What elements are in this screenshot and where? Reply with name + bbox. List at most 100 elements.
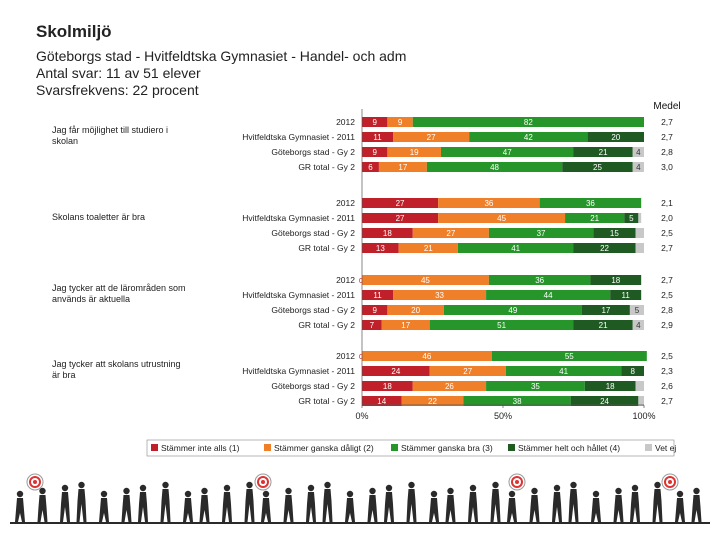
bar-segment-st-mmer-inte-alls- — [362, 117, 388, 127]
bar-value-label: 21 — [424, 244, 433, 253]
silhouette-head — [469, 484, 477, 492]
silhouette-body — [490, 489, 501, 522]
target-icon — [254, 473, 272, 491]
bar-value-label: 27 — [396, 199, 405, 208]
row-label: Göteborgs stad - Gy 2 — [271, 381, 355, 391]
bar-segment-st-mmer-ganska-bra- — [505, 366, 622, 376]
bar-value-label: 17 — [601, 306, 610, 315]
bar-value-label: 51 — [497, 321, 506, 330]
bar-segment-st-mmer-ganska-d-ligt- — [362, 351, 492, 361]
person-silhouette-icon — [322, 481, 333, 522]
silhouette-head — [162, 481, 169, 489]
x-tick-label: 0% — [355, 411, 368, 421]
silhouette-body — [15, 498, 25, 522]
legend-swatch — [151, 444, 158, 451]
bar-value-label: 46 — [422, 352, 431, 361]
legend-label: Stämmer inte alls (1) — [161, 443, 240, 453]
bar-segment-st-mmer-ganska-d-ligt- — [438, 198, 540, 208]
bar-segment-st-mmer-ganska-d-ligt- — [438, 213, 566, 223]
bar-segment-st-mmer-ganska-bra- — [486, 290, 611, 300]
silhouette-body — [322, 489, 333, 522]
silhouette-head — [492, 481, 499, 489]
person-silhouette-icon — [76, 481, 87, 522]
silhouette-head — [570, 481, 577, 489]
bar-value-label: 27 — [446, 229, 455, 238]
bar-segment-st-mmer-helt-och-h-llet- — [590, 275, 642, 285]
bar-value-label: 55 — [565, 352, 574, 361]
bar-segment-st-mmer-inte-alls- — [362, 305, 388, 315]
row-label: Göteborgs stad - Gy 2 — [271, 305, 355, 315]
person-silhouette-icon — [552, 484, 562, 522]
silhouette-body — [37, 495, 48, 522]
person-silhouette-icon — [99, 490, 109, 522]
bar-segment-st-mmer-helt-och-h-llet- — [573, 243, 636, 253]
bar-value-label: 21 — [590, 214, 599, 223]
bar-segment-st-mmer-inte-alls- — [362, 147, 388, 157]
bar-segment-st-mmer-ganska-bra- — [412, 117, 644, 127]
bar-value-label: 9 — [372, 148, 377, 157]
row-label: Hvitfeldtska Gymnasiet - 2011 — [242, 290, 355, 300]
row-label: 2012 — [336, 275, 355, 285]
person-silhouette-icon — [630, 484, 640, 522]
bar-segment-st-mmer-helt-och-h-llet- — [573, 147, 633, 157]
bar-value-label: 11 — [373, 291, 382, 300]
bar-segment-st-mmer-ganska-bra- — [463, 396, 571, 406]
bar-segment-st-mmer-ganska-d-ligt- — [387, 147, 441, 157]
silhouette-body — [261, 498, 271, 522]
legend-label: Stämmer ganska dåligt (2) — [274, 443, 374, 453]
legend-label: Vet ej — [655, 443, 676, 453]
target-icon — [26, 473, 44, 491]
person-silhouette-icon — [283, 487, 294, 522]
silhouette-head — [262, 490, 270, 498]
bar-segment-st-mmer-inte-alls- — [362, 381, 413, 391]
bar-value-label: 18 — [383, 229, 392, 238]
bar-segment-st-mmer-ganska-d-ligt- — [378, 162, 427, 172]
bar-segment-st-mmer-ganska-bra- — [429, 320, 574, 330]
bar-value-label: 21 — [599, 148, 608, 157]
bar-segment-st-mmer-helt-och-h-llet- — [587, 132, 644, 142]
silhouette-head — [184, 490, 192, 498]
bar-segment-st-mmer-inte-alls- — [362, 198, 439, 208]
person-silhouette-icon — [199, 487, 210, 522]
person-silhouette-icon — [160, 481, 171, 522]
bar-segment-st-mmer-ganska-bra- — [486, 381, 585, 391]
silhouette-head — [223, 484, 231, 492]
footer-ground-line — [10, 522, 710, 524]
row-label: GR total - Gy 2 — [298, 320, 355, 330]
decorative-footer — [10, 473, 710, 524]
bar-segment-st-mmer-inte-alls- — [362, 132, 394, 142]
silhouette-head — [592, 490, 600, 498]
person-silhouette-icon — [675, 490, 685, 522]
silhouette-body — [507, 498, 517, 522]
mean-value: 2,3 — [661, 366, 673, 376]
person-silhouette-icon — [406, 481, 417, 522]
legend-swatch — [508, 444, 515, 451]
question-label-1: Jag får möjlighet till studiero i skolan — [52, 125, 168, 146]
silhouette-head — [385, 484, 393, 492]
bar-segment-st-mmer-ganska-bra- — [440, 147, 574, 157]
person-silhouette-icon — [384, 484, 394, 522]
silhouette-head — [531, 487, 538, 495]
silhouette-body — [160, 489, 171, 522]
person-silhouette-icon — [244, 481, 255, 522]
legend-swatch — [645, 444, 652, 451]
silhouette-head — [307, 484, 315, 492]
legend-swatch — [264, 444, 271, 451]
silhouette-body — [613, 495, 624, 522]
row-label: GR total - Gy 2 — [298, 396, 355, 406]
silhouette-head — [285, 487, 292, 495]
row-label: Göteborgs stad - Gy 2 — [271, 228, 355, 238]
bar-segment-vet-ej — [635, 381, 644, 391]
silhouette-body — [138, 492, 148, 522]
person-silhouette-icon — [367, 487, 378, 522]
bar-value-label: 45 — [421, 276, 430, 285]
bar-value-label: 22 — [600, 244, 609, 253]
bar-value-label: 9 — [398, 118, 403, 127]
bar-segment-st-mmer-inte-alls- — [362, 162, 379, 172]
mean-value: 2,8 — [661, 305, 673, 315]
bar-segment-st-mmer-helt-och-h-llet- — [621, 366, 644, 376]
mean-header: Medel — [653, 101, 680, 112]
target-ring — [668, 480, 672, 484]
silhouette-body — [675, 498, 685, 522]
